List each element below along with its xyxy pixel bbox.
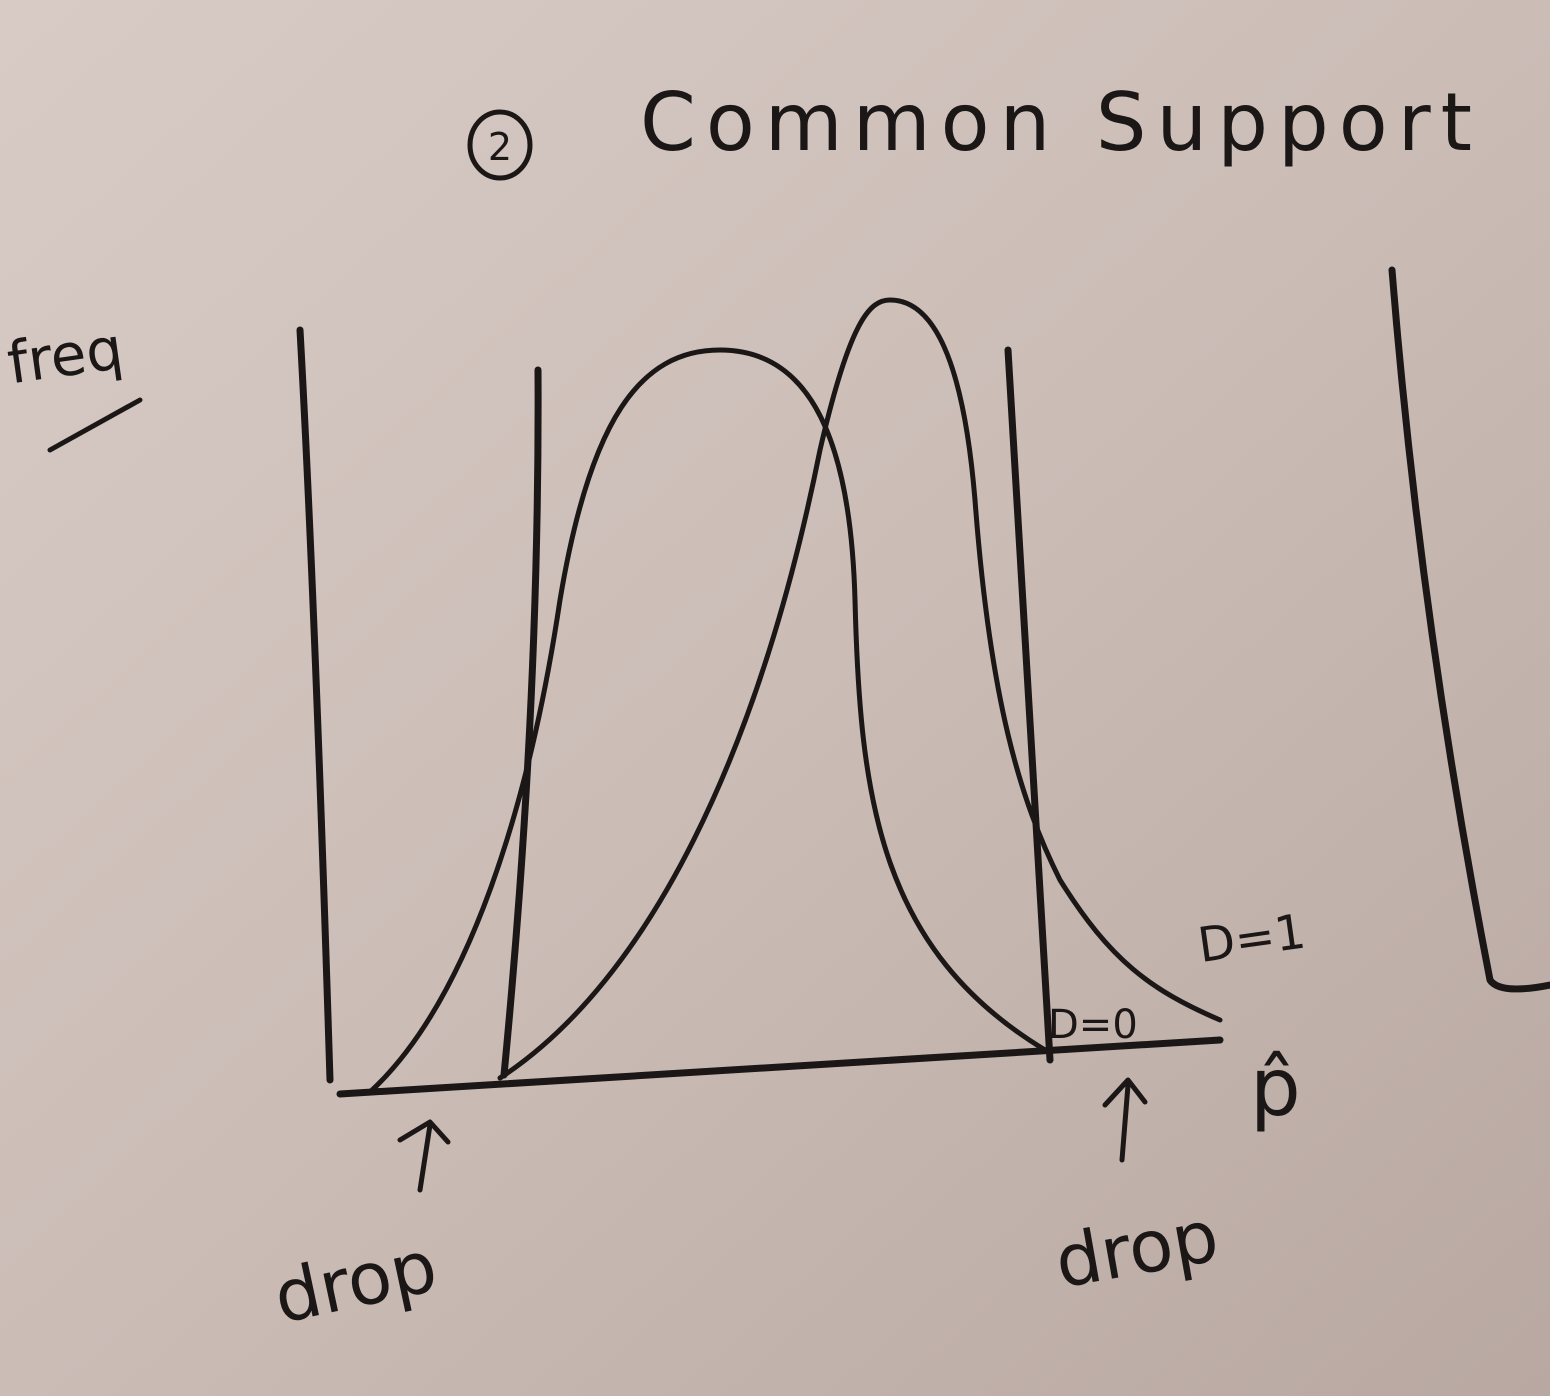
title: 2 Common Support: [467, 76, 1482, 181]
title-number: 2: [488, 125, 512, 169]
support-boundary-left: [500, 366, 542, 1079]
next-figure-edge: [1388, 266, 1550, 993]
label-d0: D=0: [1048, 1002, 1138, 1048]
support-boundary-right: [1004, 346, 1054, 1064]
arrow-up-icon: [397, 1119, 451, 1193]
x-axis: [336, 1036, 1224, 1098]
x-axis-label: p̂: [1250, 1041, 1301, 1134]
arrow-up-icon: [1102, 1077, 1148, 1163]
y-axis-label-text: freq: [3, 314, 127, 397]
y-axis: [296, 326, 334, 1084]
curve-untreated-d0: [367, 347, 1048, 1095]
title-text: Common Support: [640, 76, 1482, 169]
y-axis-label-underline: [47, 397, 143, 453]
y-axis-label: freq: [3, 314, 143, 453]
number-circle: [467, 109, 533, 181]
x-axis-label-text: p̂: [1250, 1041, 1301, 1134]
curve-treated-d1: [497, 297, 1223, 1081]
